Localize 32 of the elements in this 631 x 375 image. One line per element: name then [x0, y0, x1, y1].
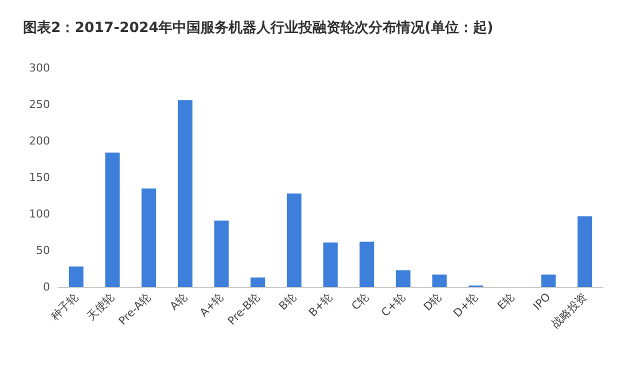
x-tick-label: 天使轮	[84, 290, 118, 323]
y-tick-label: 300	[29, 62, 50, 74]
x-tick-label: B轮	[276, 290, 299, 313]
y-tick-label: 100	[29, 208, 50, 220]
chart-title: 图表2：2017-2024年中国服务机器人行业投融资轮次分布情况(单位：起)	[23, 20, 494, 36]
bar	[105, 152, 120, 287]
y-tick-label: 250	[29, 98, 50, 111]
x-tick-label: C+轮	[378, 290, 408, 320]
bar	[541, 274, 556, 287]
y-tick-label: 50	[36, 244, 50, 257]
bar	[323, 242, 338, 287]
bar	[214, 220, 229, 287]
x-tick-label: B+轮	[306, 290, 336, 320]
y-tick-label: 0	[43, 280, 50, 294]
x-tick-label: E轮	[494, 290, 517, 312]
y-tick-label: 150	[29, 171, 50, 184]
x-tick-label: D轮	[421, 290, 444, 314]
bar	[250, 278, 266, 287]
bar	[396, 270, 410, 287]
x-tick-label: C轮	[349, 290, 372, 313]
x-tick-label: D+轮	[450, 290, 480, 320]
x-tick-label: A+轮	[197, 290, 226, 320]
x-tick-label: A轮	[167, 290, 190, 313]
bar	[178, 100, 192, 287]
bar	[68, 266, 84, 287]
bar	[578, 216, 592, 287]
bar	[286, 194, 302, 287]
y-tick-label: 200	[29, 134, 50, 148]
bar	[142, 188, 156, 287]
x-tick-label: 种子轮	[48, 290, 81, 323]
bar	[432, 274, 447, 287]
bar	[360, 242, 374, 287]
